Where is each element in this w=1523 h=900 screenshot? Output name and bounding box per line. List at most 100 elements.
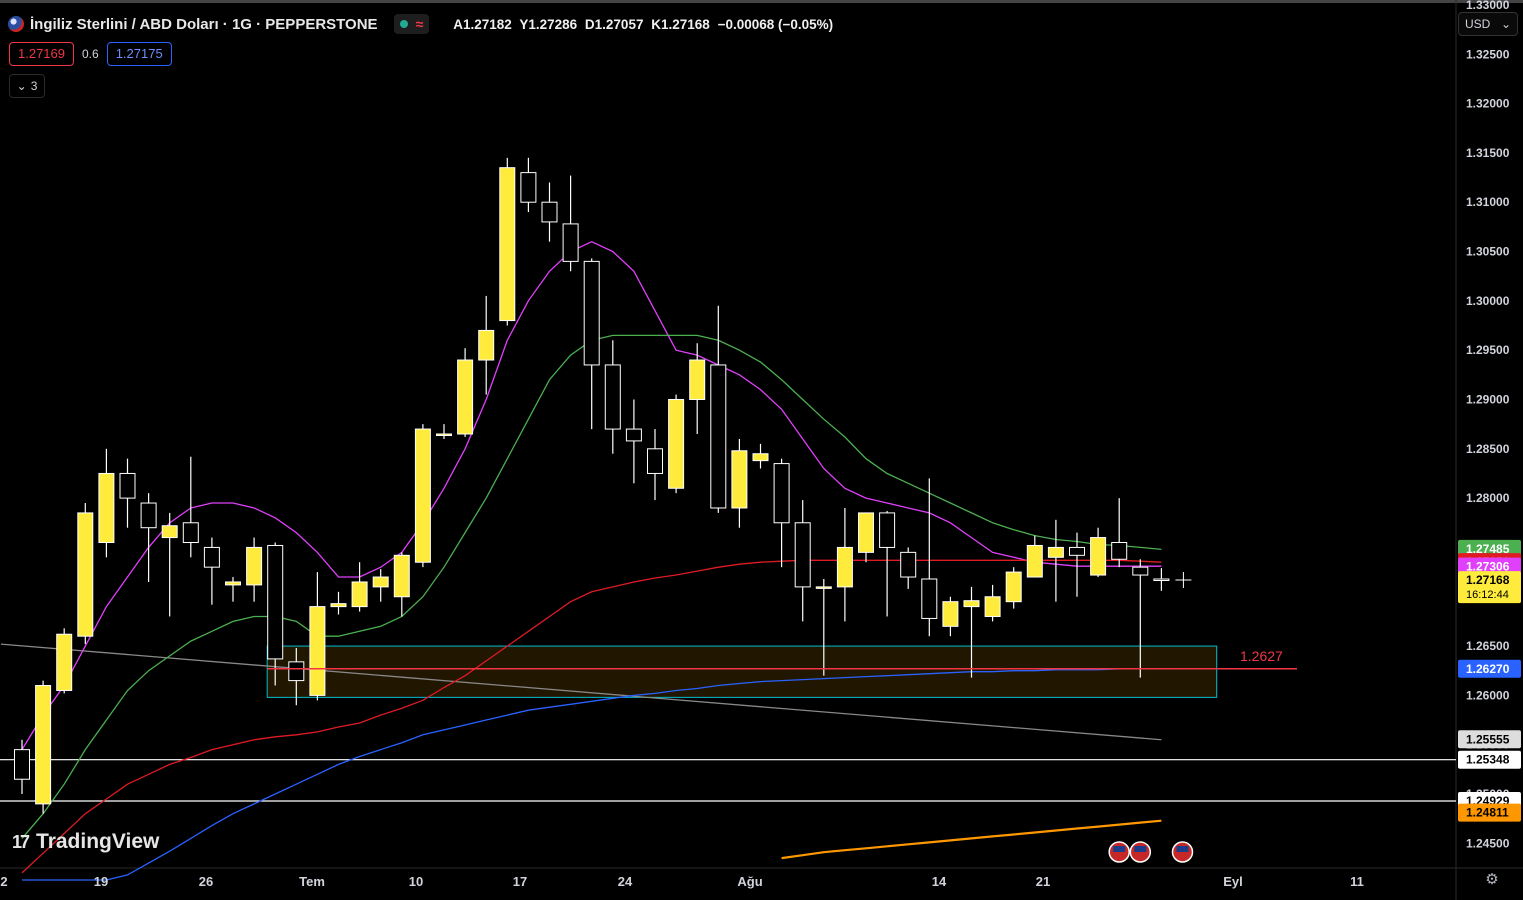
candle-body[interactable] bbox=[225, 581, 241, 586]
currency-selector[interactable]: USD ⌄ bbox=[1458, 12, 1518, 36]
candle-body[interactable] bbox=[288, 661, 305, 682]
candle-body[interactable] bbox=[203, 546, 220, 568]
candle-body[interactable] bbox=[1047, 546, 1064, 558]
candle-body[interactable] bbox=[414, 428, 431, 563]
candle-body[interactable] bbox=[119, 472, 136, 499]
candle-body[interactable] bbox=[836, 546, 853, 588]
candle-body[interactable] bbox=[900, 551, 917, 578]
price-axis-label[interactable] bbox=[1458, 730, 1521, 749]
candle-body[interactable] bbox=[436, 433, 452, 436]
candle-body[interactable] bbox=[77, 512, 94, 637]
candle-body[interactable] bbox=[668, 398, 685, 489]
price-tick-label: 1.31000 bbox=[1466, 195, 1510, 209]
candle-body[interactable] bbox=[1090, 537, 1107, 576]
candle-body[interactable] bbox=[583, 260, 600, 366]
settings-icon[interactable]: ⚙ bbox=[1485, 871, 1499, 888]
candle-body[interactable] bbox=[541, 201, 558, 223]
candle-body[interactable] bbox=[921, 578, 938, 619]
time-tick-label: 26 bbox=[199, 874, 213, 889]
price-axis-label-text: 1.25348 bbox=[1466, 753, 1510, 767]
candle-body[interactable] bbox=[794, 522, 811, 588]
candle-body[interactable] bbox=[56, 633, 73, 691]
candle-body[interactable] bbox=[267, 544, 284, 660]
candle-body[interactable] bbox=[858, 512, 874, 553]
candle-body[interactable] bbox=[1069, 546, 1085, 556]
candle-body[interactable] bbox=[520, 172, 537, 203]
tradingview-mark-icon: 17 bbox=[12, 831, 30, 852]
candle-body[interactable] bbox=[710, 364, 727, 509]
candle-body[interactable] bbox=[457, 359, 474, 435]
candle-body[interactable] bbox=[625, 428, 642, 442]
candle-body[interactable] bbox=[98, 472, 115, 544]
candle-body[interactable] bbox=[161, 525, 178, 539]
candle-body[interactable] bbox=[963, 600, 980, 608]
price-axis-label[interactable] bbox=[1458, 557, 1521, 576]
candle-body[interactable] bbox=[351, 581, 368, 608]
candle-body[interactable] bbox=[1005, 571, 1022, 603]
price-axis-label-text: 1.27485 bbox=[1466, 542, 1510, 556]
candle-body[interactable] bbox=[562, 223, 579, 262]
ohlc-low: D1.27057 bbox=[584, 16, 644, 32]
time-tick-label: 11 bbox=[1350, 874, 1364, 889]
candle-body[interactable] bbox=[1111, 542, 1128, 560]
symbol-title[interactable]: İngiliz Sterlini / ABD Doları · 1G · PEP… bbox=[30, 15, 378, 33]
candle-body[interactable] bbox=[35, 685, 52, 805]
trend-line[interactable] bbox=[0, 643, 1162, 741]
candle-body[interactable] bbox=[942, 601, 959, 627]
candle-body[interactable] bbox=[984, 596, 1001, 617]
candle-body[interactable] bbox=[647, 448, 663, 474]
candle-body[interactable] bbox=[815, 586, 832, 589]
candle-body[interactable] bbox=[309, 606, 326, 696]
candle-body[interactable] bbox=[499, 167, 516, 322]
candle-body[interactable] bbox=[478, 329, 495, 361]
price-tick-label: 1.24500 bbox=[1466, 836, 1510, 850]
ma-red-line[interactable] bbox=[21, 559, 1162, 874]
candle-body[interactable] bbox=[372, 576, 389, 588]
candle-body[interactable] bbox=[1026, 544, 1043, 578]
candle-body[interactable] bbox=[773, 463, 790, 524]
ohlc-close: K1.27168 bbox=[651, 16, 710, 32]
support-zone[interactable] bbox=[266, 645, 1218, 698]
candle-body[interactable] bbox=[1153, 578, 1170, 581]
price-axis-label-text: 1.27168 bbox=[1466, 573, 1510, 587]
price-axis-label-text: 1.26270 bbox=[1466, 662, 1510, 676]
logo-text: TradingView bbox=[36, 830, 160, 853]
time-tick-label: Tem bbox=[299, 874, 325, 889]
candle-body[interactable] bbox=[393, 554, 410, 598]
price-tick-label: 1.30000 bbox=[1466, 294, 1510, 308]
candle-body[interactable] bbox=[14, 749, 30, 780]
us-flag-event-icon-canton bbox=[1134, 846, 1147, 852]
candle-body[interactable] bbox=[689, 359, 706, 400]
indicators-toggle[interactable]: ⌄ 3 bbox=[9, 74, 45, 98]
candle-body[interactable] bbox=[330, 603, 347, 608]
ohlc-open: A1.27182 bbox=[453, 16, 512, 32]
candle-body[interactable] bbox=[140, 502, 157, 529]
delayed-data-icon: ≈ bbox=[415, 16, 424, 32]
time-tick-label: Eyl bbox=[1223, 874, 1243, 889]
candle-body[interactable] bbox=[182, 522, 199, 543]
price-axis-label-text: 1.25555 bbox=[1466, 732, 1510, 746]
price-axis-label-text: 1.27306 bbox=[1466, 560, 1510, 574]
price-axis-label[interactable] bbox=[1458, 571, 1521, 604]
candle-body[interactable] bbox=[1132, 566, 1149, 576]
candle-body[interactable] bbox=[246, 546, 263, 586]
market-status[interactable]: ≈ bbox=[393, 14, 430, 34]
candle-body[interactable] bbox=[879, 512, 896, 548]
ma-magenta-line[interactable] bbox=[21, 240, 1162, 750]
candle-body[interactable] bbox=[731, 450, 748, 509]
price-axis-label[interactable] bbox=[1458, 659, 1521, 678]
candle-body[interactable] bbox=[604, 364, 621, 430]
ma-blue-line[interactable] bbox=[22, 668, 1162, 881]
currency-label: USD bbox=[1465, 17, 1491, 31]
price-axis-label[interactable] bbox=[1458, 750, 1521, 769]
sell-price-button[interactable]: 1.27169 bbox=[9, 42, 74, 66]
candle-body[interactable] bbox=[752, 453, 769, 462]
price-axis-label[interactable] bbox=[1458, 803, 1521, 822]
buy-price-button[interactable]: 1.27175 bbox=[106, 42, 172, 66]
ma-orange-line[interactable] bbox=[781, 819, 1162, 860]
spread-value: 0.6 bbox=[82, 47, 99, 61]
symbol-flag-icon bbox=[8, 16, 24, 32]
tradingview-logo: 17 TradingView bbox=[12, 830, 159, 854]
price-axis-label-text: 1.24811 bbox=[1466, 806, 1509, 820]
